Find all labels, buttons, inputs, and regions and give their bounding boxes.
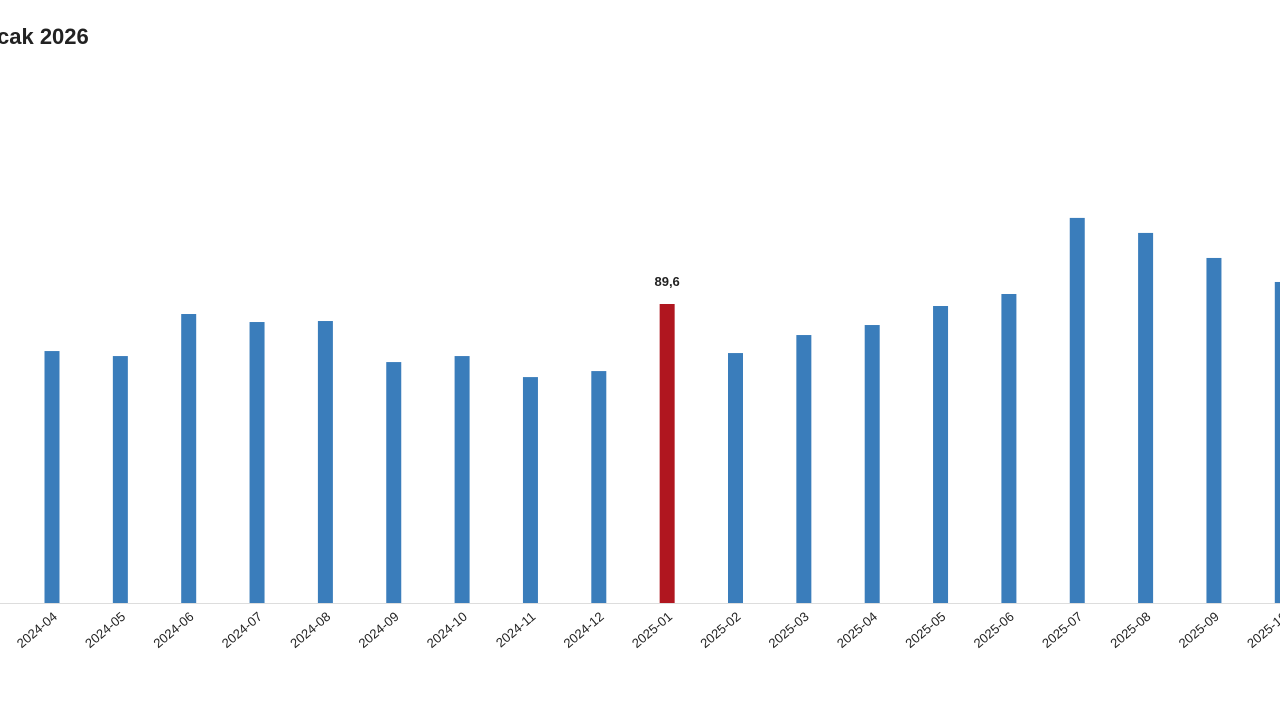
bar [44,351,60,603]
bar [386,362,402,603]
x-tick-label: 2025-01 [629,609,675,651]
x-tick-label: 2025-02 [697,609,743,651]
bar [1138,232,1154,603]
x-tick-label: 2025-04 [834,609,880,651]
bar [796,335,812,603]
x-tick-label: 2025-07 [1039,609,1085,651]
bar [454,356,470,603]
x-tick-label: 2025-10 [1244,609,1280,651]
x-tick-label: 2024-04 [14,609,60,651]
x-tick-label: 2025-03 [766,609,812,651]
bar [591,371,607,603]
bar [181,314,197,603]
x-tick-label: 2024-09 [355,609,401,651]
value-label: 89,6 [654,274,679,289]
x-tick-label: 2025-09 [1176,609,1222,651]
x-tick-label: 2024-08 [287,609,333,651]
bar [1001,293,1017,603]
bar [522,377,538,603]
bar [1274,281,1280,603]
bar [864,325,880,603]
chart-title: cak 2026 [0,24,89,49]
x-tick-label: 2024-10 [424,609,470,651]
x-tick-label: 2025-08 [1107,609,1153,651]
x-tick-label: 2024-07 [219,609,265,651]
bar [1069,217,1085,603]
bar [728,353,743,603]
x-tick-label: 2025-06 [971,609,1017,651]
bar [933,306,949,603]
x-tick-label: 2024-11 [493,609,538,651]
bar [249,322,265,603]
bar [659,304,675,603]
bar [317,321,333,603]
bar [112,356,128,603]
bar [1206,257,1222,603]
x-tick-label: 2024-05 [82,609,128,651]
x-tick-label: 2024-06 [150,609,196,651]
x-tick-label: 2025-05 [902,609,948,651]
x-tick-label: 2024-12 [561,609,607,651]
